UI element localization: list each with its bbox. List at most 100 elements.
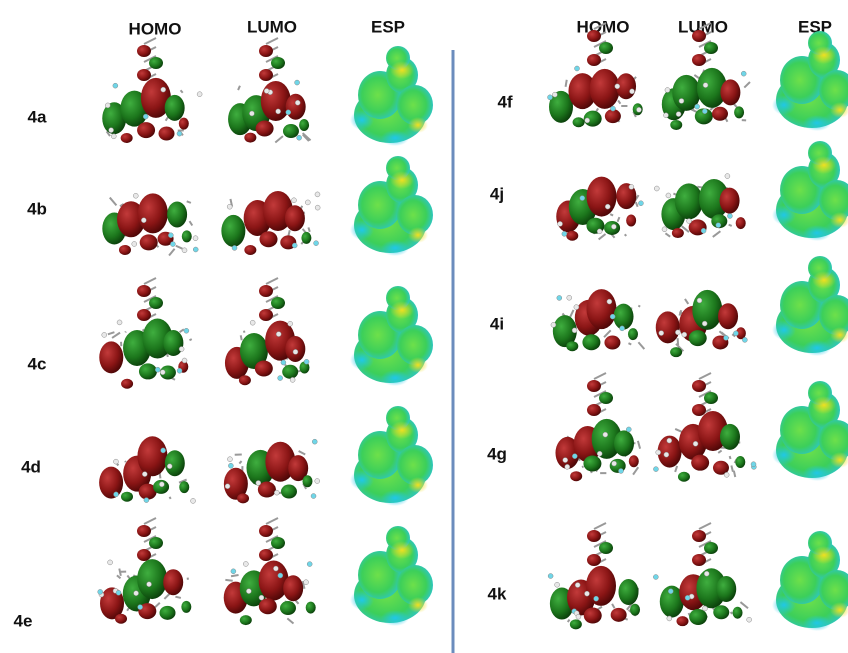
atom (558, 221, 563, 226)
esp-negative (803, 115, 831, 131)
atom (662, 227, 667, 232)
orbital-lobe (239, 375, 251, 385)
orbital-lobe (587, 30, 601, 42)
esp-negative (381, 370, 409, 386)
atom (108, 560, 113, 565)
orbital-lobe (139, 363, 157, 379)
atom (141, 218, 146, 223)
atom (315, 205, 320, 210)
atom (259, 595, 264, 600)
orbital-lobe (163, 569, 183, 595)
orbital-lobe (587, 404, 601, 416)
orbital-lobe (587, 177, 617, 217)
bond (110, 198, 117, 206)
orbital-lobe (149, 297, 163, 309)
bond (729, 225, 732, 226)
esp-surface (350, 286, 433, 386)
orbital-lobe (566, 341, 578, 351)
orbital-lobe (286, 94, 306, 120)
esp-positive (812, 271, 836, 289)
orbital-lobe (167, 201, 187, 227)
atom (575, 66, 580, 71)
atom (552, 92, 557, 97)
atom (225, 484, 230, 489)
atom (576, 614, 581, 619)
atom (161, 87, 166, 92)
bond (665, 233, 670, 236)
orbital-lobe (734, 106, 744, 118)
atom (574, 305, 579, 310)
atom (295, 80, 300, 85)
column-header: HOMO (129, 19, 182, 38)
orbital-image (548, 23, 643, 127)
orbital-image (654, 174, 745, 238)
atom (612, 461, 617, 466)
atom (291, 198, 296, 203)
atom (138, 605, 143, 610)
orbital-image (656, 290, 748, 357)
atom (286, 110, 291, 115)
atom (168, 233, 173, 238)
orbital-lobe (182, 230, 192, 242)
bond (287, 618, 293, 623)
orbital-lobe (599, 542, 613, 554)
orbital-lobe (670, 347, 682, 357)
atom (697, 298, 702, 303)
orbital-lobe (587, 530, 601, 542)
esp-negative (803, 615, 831, 631)
bond (699, 373, 711, 379)
orbital-lobe (306, 602, 316, 614)
atom (228, 463, 233, 468)
orbital-lobe (302, 475, 312, 487)
row-label: 4b (27, 199, 47, 218)
orbital-lobe (280, 601, 296, 615)
bond (633, 467, 638, 474)
orbital-image (99, 278, 191, 389)
atom (636, 107, 641, 112)
atom (607, 299, 612, 304)
bond (594, 373, 606, 379)
orbital-image (556, 177, 643, 241)
atom (232, 245, 237, 250)
bond (628, 343, 631, 344)
atom (231, 569, 236, 574)
esp-surface (350, 526, 433, 626)
atom (605, 204, 610, 209)
orbital-lobe (259, 598, 277, 614)
esp-positive (812, 156, 836, 174)
atom (701, 228, 706, 233)
row-label: 4k (488, 584, 507, 603)
atom (144, 498, 149, 503)
esp-positive (812, 46, 836, 64)
orbital-lobe (692, 530, 706, 542)
atom (724, 472, 729, 477)
bond (730, 456, 731, 459)
atom (724, 335, 729, 340)
atom (161, 448, 166, 453)
orbital-image (555, 373, 640, 481)
orbital-lobe (137, 309, 151, 321)
orbital-lobe (260, 231, 278, 247)
atom (314, 241, 319, 246)
orbital-lobe (121, 492, 133, 502)
atom (664, 452, 669, 457)
atom (105, 103, 110, 108)
atom (565, 464, 570, 469)
atom (243, 561, 248, 566)
atom (155, 367, 160, 372)
atom (113, 83, 118, 88)
orbital-lobe (573, 117, 585, 127)
orbital-lobe (718, 303, 738, 329)
orbital-lobe (179, 118, 189, 130)
orbital-lobe (165, 450, 185, 476)
atom (548, 95, 553, 100)
bond (699, 523, 711, 529)
atom (274, 490, 279, 495)
orbital-lobe (244, 133, 256, 143)
atom (117, 320, 122, 325)
bond (127, 576, 129, 579)
orbital-lobe (629, 455, 639, 467)
bond (731, 612, 733, 614)
atom (114, 492, 119, 497)
esp-negative (803, 340, 831, 356)
